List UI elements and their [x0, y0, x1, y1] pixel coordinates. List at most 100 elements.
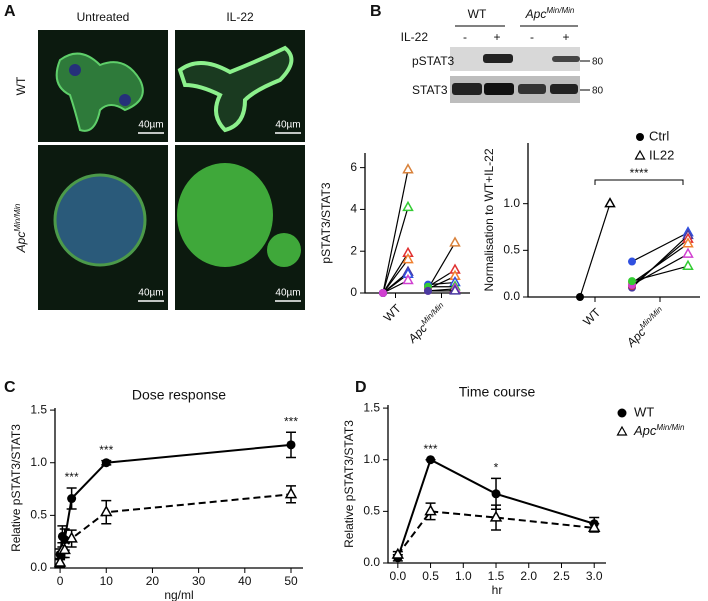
- x-tick-label: WT: [580, 305, 604, 329]
- x-axis-label: hr: [492, 583, 503, 597]
- label-sup: Min/Min: [13, 203, 22, 232]
- y-tick-label: 0.5: [503, 243, 520, 257]
- point: [489, 510, 503, 522]
- scale-label: 40µm: [138, 120, 163, 131]
- scale-bars: [138, 132, 301, 302]
- series-line: [397, 510, 595, 556]
- y-tick-label: 0.5: [363, 504, 380, 518]
- lumen: [69, 64, 81, 76]
- x-tick-label: 10: [100, 574, 114, 588]
- pair-line: [382, 169, 409, 294]
- treatment-label: IL-22: [401, 30, 429, 44]
- lane-label: -: [530, 30, 534, 44]
- blot-row-label: pSTAT3: [412, 54, 455, 68]
- y-axis-label: Relative pSTAT3/STAT3: [9, 424, 23, 552]
- lane-label: -: [463, 30, 467, 44]
- lumen: [119, 94, 131, 106]
- pair-line: [382, 259, 409, 294]
- y-tick-label: 0.0: [503, 289, 520, 303]
- legend-marker: [634, 149, 646, 160]
- x-tick-label: 0: [57, 574, 64, 588]
- legend-label: WT: [634, 404, 654, 419]
- x-axis-label: ng/ml: [164, 588, 193, 601]
- lane-label: +: [493, 30, 500, 44]
- significance: ***: [284, 414, 298, 428]
- point: [587, 520, 601, 532]
- x-tick-label: 40: [238, 574, 252, 588]
- ctrl-point: [628, 257, 636, 266]
- il22-point: [604, 197, 616, 208]
- point: [424, 504, 437, 516]
- pair-line: [579, 203, 611, 298]
- x-tick-label: 0.5: [422, 569, 439, 583]
- axis: [527, 143, 700, 298]
- series-line: [59, 493, 292, 563]
- x-tick-label: ApcMin/Min: [622, 304, 669, 351]
- organoid: [267, 233, 301, 267]
- label-sup: Min/Min: [546, 6, 575, 15]
- ctrl-point: [424, 286, 432, 295]
- y-tick-label: 1.5: [30, 402, 47, 416]
- y-axis-label: pSTAT3/STAT3: [319, 182, 333, 263]
- x-tick-label: 2.5: [553, 569, 570, 583]
- blot: WT ApcMin/Min IL-22 - + - + pSTAT3 STAT3…: [401, 6, 604, 103]
- y-axis-label: Normalisation to WT+IL-22: [482, 148, 496, 291]
- point: [391, 547, 405, 559]
- mw-marker: 80: [592, 86, 604, 97]
- column-label: Untreated: [77, 10, 130, 24]
- legend-label: Ctrl: [649, 128, 669, 143]
- band: [552, 56, 580, 62]
- row-label: ApcMin/Min: [13, 203, 29, 253]
- il22-point: [449, 284, 461, 295]
- y-tick-label: 1.0: [30, 455, 47, 469]
- legend-marker: [616, 425, 628, 436]
- ctrl-point: [379, 289, 387, 297]
- il22-point: [682, 259, 694, 270]
- significance: ***: [99, 443, 113, 457]
- series-line: [59, 443, 292, 555]
- scale-labels: 40µm 40µm 40µm 40µm: [138, 120, 300, 299]
- il22-point: [402, 273, 414, 285]
- scale-label: 40µm: [138, 288, 163, 299]
- x-tick-label: 30: [192, 574, 206, 588]
- il22-point: [402, 163, 414, 174]
- band: [550, 84, 578, 94]
- label-text: Apc: [633, 423, 657, 438]
- mw-marker: 80: [592, 57, 604, 68]
- point: [491, 489, 501, 499]
- legend-label: IL22: [649, 147, 674, 162]
- significance: *: [494, 460, 499, 474]
- ctrl-point: [576, 293, 584, 301]
- point: [53, 555, 67, 567]
- significance: ***: [65, 470, 79, 484]
- organoid: [177, 45, 294, 133]
- y-tick-label: 1.0: [363, 452, 380, 466]
- band: [518, 84, 546, 94]
- pair-line: [427, 281, 456, 286]
- y-tick-label: 1.5: [363, 400, 380, 414]
- panel-letter: D: [355, 379, 367, 396]
- y-tick-label: 0: [350, 285, 357, 299]
- y-tick-label: 0.5: [30, 508, 47, 522]
- x-tick-label: 1.0: [455, 569, 472, 583]
- label-sup: Min/Min: [638, 304, 665, 331]
- row-label: WT: [14, 76, 28, 95]
- blot-group: ApcMin/Min: [525, 6, 575, 22]
- pair-line: [631, 238, 689, 287]
- x-tick-label: WT: [381, 301, 405, 325]
- point: [284, 487, 298, 499]
- micrographs: 40µm 40µm 40µm 40µm Untreated IL-22 WT A…: [13, 10, 305, 310]
- pair-line: [382, 252, 409, 294]
- x-tick-label: 0.0: [389, 569, 406, 583]
- organoid: [177, 163, 273, 267]
- y-tick-label: 6: [350, 160, 357, 174]
- pair-line: [631, 243, 689, 284]
- scale-label: 40µm: [275, 120, 300, 131]
- label-text: Apc: [525, 7, 547, 21]
- panel-letter: C: [4, 379, 16, 396]
- series-line: [396, 458, 595, 559]
- organoid: [53, 173, 147, 267]
- pair-line: [631, 253, 689, 286]
- axis: [54, 408, 303, 569]
